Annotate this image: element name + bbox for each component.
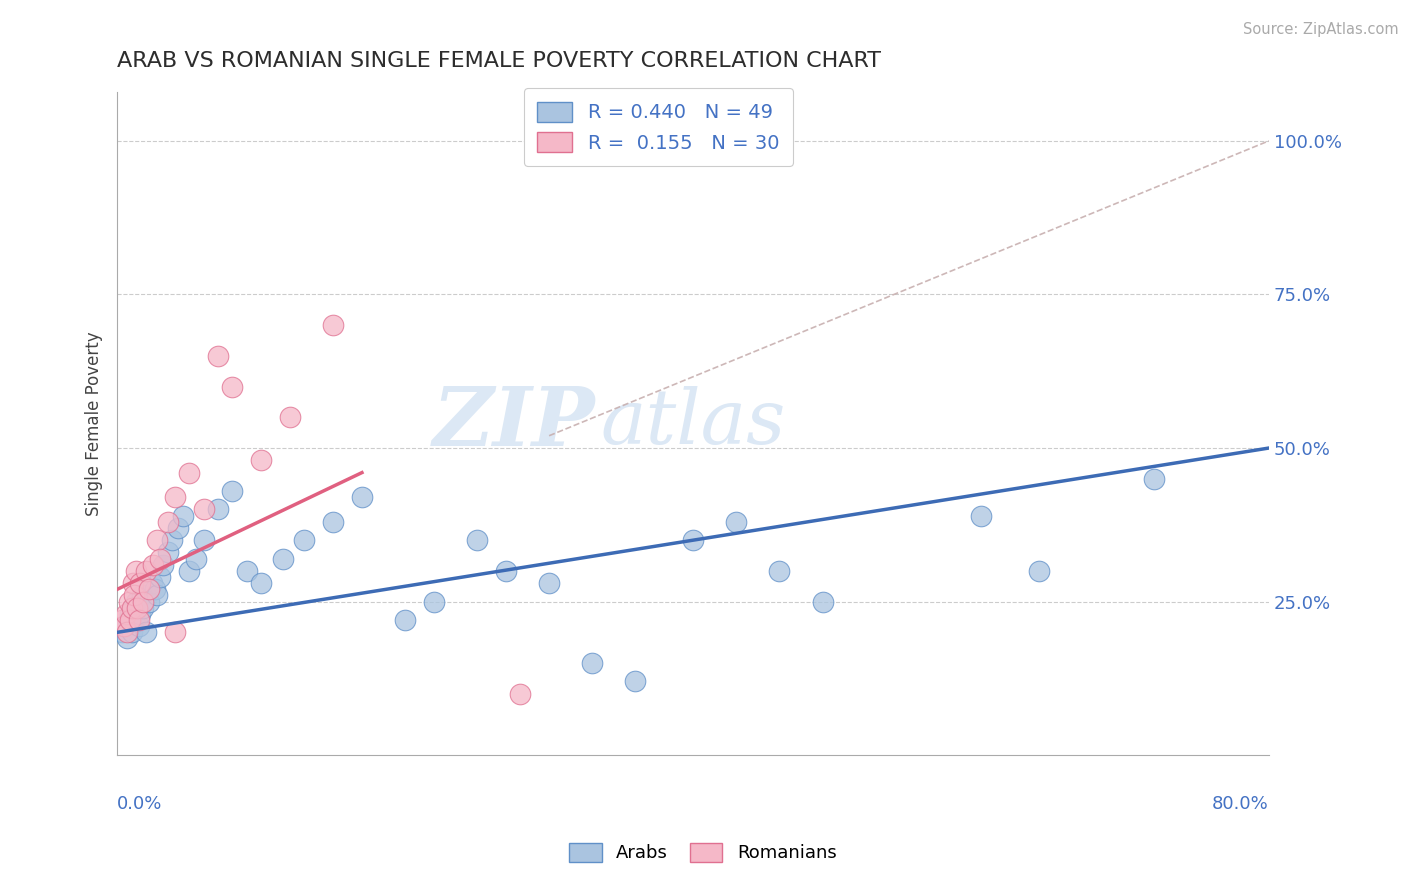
- Point: [112, 619, 135, 633]
- Point: [166, 521, 188, 535]
- Point: [1143, 472, 1166, 486]
- Point: [156, 515, 179, 529]
- Point: [156, 545, 179, 559]
- Point: [221, 379, 243, 393]
- Legend: Arabs, Romanians: Arabs, Romanians: [562, 836, 844, 870]
- Point: [120, 613, 142, 627]
- Point: [682, 533, 704, 548]
- Point: [322, 515, 344, 529]
- Point: [725, 515, 748, 529]
- Point: [132, 594, 155, 608]
- Point: [129, 607, 152, 621]
- Point: [114, 607, 136, 621]
- Point: [149, 551, 172, 566]
- Point: [152, 558, 174, 572]
- Point: [118, 594, 141, 608]
- Point: [138, 594, 160, 608]
- Point: [172, 508, 194, 523]
- Point: [143, 582, 166, 597]
- Point: [117, 632, 139, 646]
- Text: ARAB VS ROMANIAN SINGLE FEMALE POVERTY CORRELATION CHART: ARAB VS ROMANIAN SINGLE FEMALE POVERTY C…: [117, 51, 882, 70]
- Point: [236, 564, 259, 578]
- Text: atlas: atlas: [600, 386, 786, 460]
- Point: [124, 613, 146, 627]
- Point: [350, 490, 373, 504]
- Text: 80.0%: 80.0%: [1212, 795, 1270, 814]
- Point: [138, 582, 160, 597]
- Text: 0.0%: 0.0%: [117, 795, 163, 814]
- Point: [495, 564, 517, 578]
- Point: [135, 625, 157, 640]
- Point: [193, 533, 215, 548]
- Point: [624, 674, 647, 689]
- Point: [149, 570, 172, 584]
- Point: [129, 576, 152, 591]
- Point: [135, 564, 157, 578]
- Point: [193, 502, 215, 516]
- Point: [970, 508, 993, 523]
- Point: [179, 466, 201, 480]
- Point: [250, 453, 273, 467]
- Point: [221, 483, 243, 498]
- Point: [112, 619, 135, 633]
- Point: [127, 600, 149, 615]
- Point: [509, 687, 531, 701]
- Point: [121, 625, 143, 640]
- Point: [110, 625, 132, 640]
- Point: [110, 613, 132, 627]
- Point: [394, 613, 416, 627]
- Point: [278, 410, 301, 425]
- Point: [163, 625, 186, 640]
- Point: [121, 600, 143, 615]
- Point: [179, 564, 201, 578]
- Point: [146, 533, 169, 548]
- Point: [163, 490, 186, 504]
- Legend: R = 0.440   N = 49, R =  0.155   N = 30: R = 0.440 N = 49, R = 0.155 N = 30: [524, 88, 793, 166]
- Text: ZIP: ZIP: [433, 384, 595, 464]
- Point: [124, 589, 146, 603]
- Point: [142, 558, 165, 572]
- Point: [207, 349, 229, 363]
- Point: [581, 656, 603, 670]
- Point: [811, 594, 834, 608]
- Point: [122, 600, 145, 615]
- Point: [538, 576, 561, 591]
- Point: [118, 613, 141, 627]
- Point: [128, 613, 150, 627]
- Point: [132, 600, 155, 615]
- Point: [250, 576, 273, 591]
- Point: [322, 318, 344, 333]
- Point: [125, 564, 148, 578]
- Point: [131, 589, 153, 603]
- Point: [768, 564, 790, 578]
- Point: [271, 551, 294, 566]
- Point: [160, 533, 183, 548]
- Text: Source: ZipAtlas.com: Source: ZipAtlas.com: [1243, 22, 1399, 37]
- Point: [1028, 564, 1050, 578]
- Point: [146, 589, 169, 603]
- Point: [125, 594, 148, 608]
- Point: [186, 551, 208, 566]
- Point: [128, 619, 150, 633]
- Point: [120, 607, 142, 621]
- Point: [423, 594, 446, 608]
- Point: [465, 533, 488, 548]
- Point: [141, 576, 163, 591]
- Y-axis label: Single Female Poverty: Single Female Poverty: [86, 331, 103, 516]
- Point: [207, 502, 229, 516]
- Point: [292, 533, 315, 548]
- Point: [122, 576, 145, 591]
- Point: [117, 625, 139, 640]
